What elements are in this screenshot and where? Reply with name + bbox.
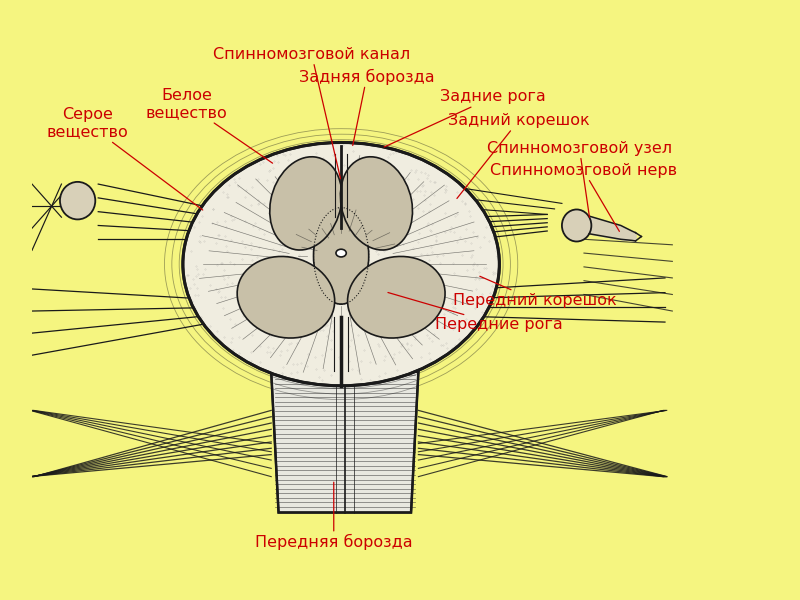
Ellipse shape — [562, 209, 591, 241]
Ellipse shape — [183, 142, 499, 386]
Polygon shape — [271, 372, 418, 512]
Text: Задний корешок: Задний корешок — [448, 113, 590, 199]
Ellipse shape — [347, 256, 445, 338]
Text: Спинномозговой канал: Спинномозговой канал — [213, 47, 410, 179]
Ellipse shape — [314, 208, 369, 304]
Text: Передняя борозда: Передняя борозда — [255, 482, 413, 550]
Ellipse shape — [60, 182, 95, 220]
Ellipse shape — [336, 249, 346, 257]
Text: Белое
вещество: Белое вещество — [146, 88, 273, 163]
Text: Передний корешок: Передний корешок — [453, 276, 617, 307]
Ellipse shape — [237, 256, 334, 338]
Text: Задняя борозда: Задняя борозда — [299, 68, 434, 145]
Text: Спинномозговой узел: Спинномозговой узел — [487, 140, 672, 217]
Text: Серое
вещество: Серое вещество — [46, 107, 202, 210]
Text: Задние рога: Задние рога — [384, 89, 546, 147]
Ellipse shape — [270, 157, 342, 250]
Text: Спинномозговой нерв: Спинномозговой нерв — [490, 163, 677, 232]
Text: Передние рога: Передние рога — [388, 292, 563, 332]
Ellipse shape — [340, 157, 413, 250]
